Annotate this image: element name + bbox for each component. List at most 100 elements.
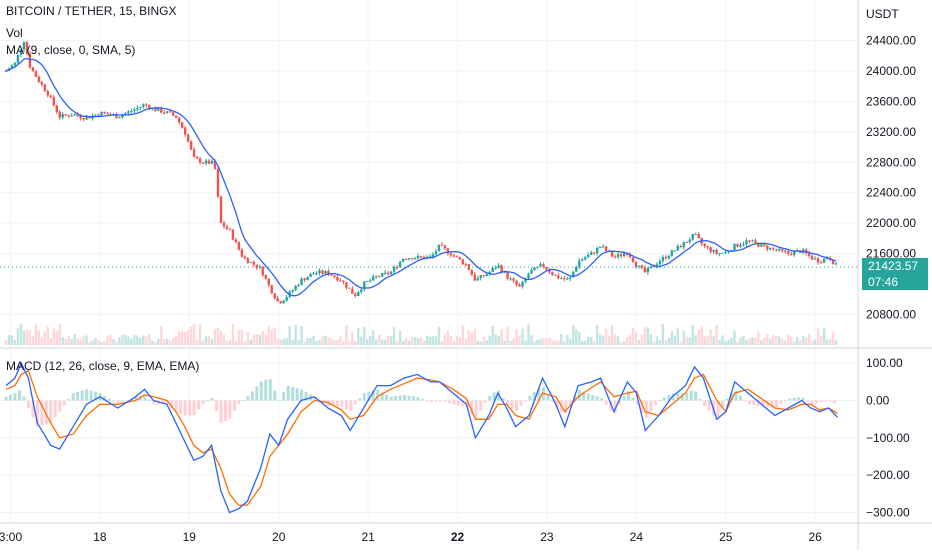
candle-body[interactable]: [404, 258, 408, 260]
candle-body[interactable]: [760, 244, 763, 247]
candle-body[interactable]: [521, 281, 524, 287]
candle-body[interactable]: [177, 117, 181, 123]
candle-body[interactable]: [721, 252, 724, 254]
candle-body[interactable]: [536, 266, 539, 268]
candle-body[interactable]: [16, 54, 20, 63]
candle-body[interactable]: [261, 266, 264, 276]
candle-body[interactable]: [267, 278, 270, 286]
candle-body[interactable]: [136, 107, 139, 110]
candle-body[interactable]: [625, 253, 629, 255]
candle-body[interactable]: [55, 105, 58, 112]
candle-body[interactable]: [724, 251, 727, 253]
candle-body[interactable]: [10, 65, 14, 69]
candle-body[interactable]: [527, 273, 530, 279]
candle-body[interactable]: [455, 255, 459, 257]
candle-body[interactable]: [518, 284, 521, 287]
candle-body[interactable]: [592, 252, 596, 254]
candle-body[interactable]: [342, 280, 345, 283]
ma-legend[interactable]: MA (9, close, 0, SMA, 5): [6, 43, 136, 57]
candle-body[interactable]: [180, 122, 184, 128]
candle-body[interactable]: [664, 257, 668, 259]
candle-body[interactable]: [754, 240, 757, 243]
candle-body[interactable]: [234, 239, 238, 243]
candle-body[interactable]: [431, 254, 435, 257]
candle-body[interactable]: [628, 254, 632, 258]
candle-body[interactable]: [174, 115, 178, 118]
candle-body[interactable]: [787, 251, 790, 254]
candle-body[interactable]: [58, 111, 61, 118]
candle-body[interactable]: [43, 84, 47, 91]
candle-body[interactable]: [554, 274, 557, 276]
candle-body[interactable]: [192, 149, 196, 157]
candle-body[interactable]: [434, 251, 438, 255]
candle-body[interactable]: [500, 265, 503, 273]
candle-body[interactable]: [351, 288, 354, 294]
candle-body[interactable]: [204, 160, 208, 164]
candle-body[interactable]: [694, 233, 697, 235]
candle-body[interactable]: [757, 242, 760, 247]
candle-body[interactable]: [195, 156, 199, 159]
candle-body[interactable]: [237, 242, 241, 250]
candle-body[interactable]: [557, 275, 560, 279]
candle-body[interactable]: [545, 266, 548, 270]
candle-body[interactable]: [198, 158, 202, 163]
candle-body[interactable]: [139, 106, 142, 108]
volume-legend[interactable]: Vol: [6, 26, 23, 40]
candle-body[interactable]: [610, 251, 614, 257]
ma-line[interactable]: [5, 57, 837, 297]
candle-body[interactable]: [127, 111, 130, 114]
candle-body[interactable]: [130, 110, 133, 112]
candle-body[interactable]: [363, 281, 366, 290]
candle-body[interactable]: [49, 95, 52, 98]
candle-body[interactable]: [285, 297, 288, 301]
candle-body[interactable]: [228, 228, 232, 230]
candle-body[interactable]: [739, 245, 742, 247]
candle-body[interactable]: [479, 275, 482, 279]
candle-body[interactable]: [61, 114, 64, 118]
candle-body[interactable]: [446, 248, 450, 254]
candle-body[interactable]: [575, 266, 578, 272]
candle-body[interactable]: [601, 246, 605, 248]
candle-body[interactable]: [219, 196, 223, 224]
candle-body[interactable]: [422, 256, 426, 259]
candle-body[interactable]: [643, 267, 647, 273]
candle-body[interactable]: [19, 49, 23, 55]
candle-body[interactable]: [503, 272, 506, 274]
candle-body[interactable]: [658, 261, 662, 265]
candle-body[interactable]: [831, 260, 835, 265]
candle-body[interactable]: [458, 256, 462, 260]
candle-body[interactable]: [718, 253, 721, 255]
candle-body[interactable]: [566, 278, 569, 280]
candle-body[interactable]: [378, 276, 381, 278]
candle-body[interactable]: [189, 141, 193, 150]
candle-body[interactable]: [297, 284, 300, 286]
candle-body[interactable]: [822, 258, 826, 263]
candle-body[interactable]: [25, 42, 29, 54]
candle-body[interactable]: [207, 160, 211, 164]
candle-body[interactable]: [748, 240, 751, 242]
candle-body[interactable]: [706, 246, 709, 248]
candle-body[interactable]: [348, 287, 351, 289]
candle-body[interactable]: [563, 278, 566, 280]
candle-body[interactable]: [291, 290, 294, 292]
candle-body[interactable]: [309, 273, 312, 278]
candle-body[interactable]: [816, 258, 820, 263]
candle-body[interactable]: [667, 255, 671, 259]
candle-body[interactable]: [82, 118, 85, 120]
candle-body[interactable]: [246, 258, 250, 263]
candle-body[interactable]: [491, 268, 494, 272]
candle-body[interactable]: [813, 258, 817, 260]
candle-body[interactable]: [485, 274, 488, 276]
candle-body[interactable]: [646, 268, 650, 273]
candle-body[interactable]: [793, 251, 796, 255]
candle-body[interactable]: [533, 267, 536, 271]
candle-body[interactable]: [40, 81, 44, 85]
candle-body[interactable]: [542, 264, 545, 267]
candle-body[interactable]: [685, 242, 688, 244]
macd-line[interactable]: [5, 361, 838, 514]
candle-body[interactable]: [76, 114, 79, 116]
candle-body[interactable]: [52, 97, 55, 106]
candle-body[interactable]: [482, 275, 485, 277]
candle-body[interactable]: [539, 264, 542, 267]
candle-body[interactable]: [279, 301, 282, 304]
